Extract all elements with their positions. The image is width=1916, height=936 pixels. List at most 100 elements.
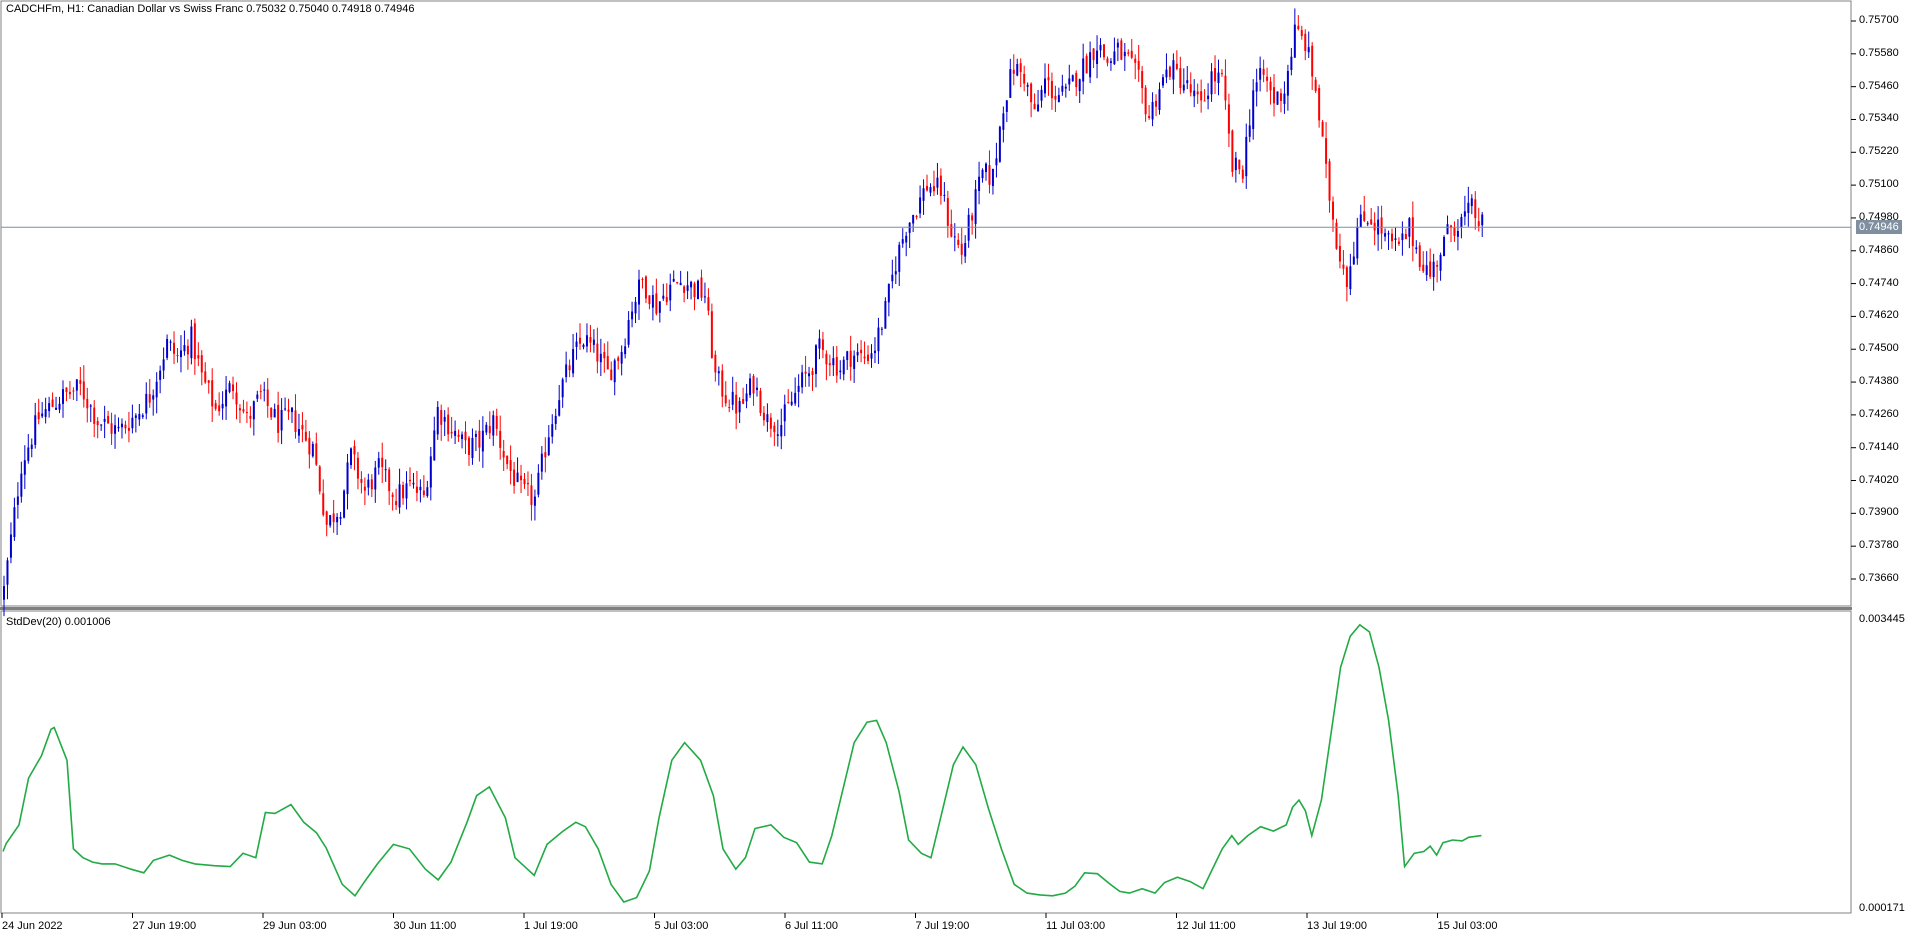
candle-bull [672,278,675,282]
stddev-series-line [2,623,1482,903]
candle-bear [259,391,262,393]
candle-bull [808,373,811,377]
candle-bull [1307,47,1310,53]
candle-bear [762,412,765,421]
candle-bull [870,353,873,359]
candle-bull [1207,95,1210,100]
candle-bear [1314,79,1317,91]
candle-bull [922,188,925,201]
candle-bear [863,356,866,359]
candle-bear [1477,221,1480,227]
candle-bull [585,335,588,347]
candle-bull [690,281,693,288]
candle-bear [1474,199,1477,219]
candle-bear [277,404,280,433]
candle-bull [679,282,682,286]
candle-bear [655,293,658,314]
candle-bear [926,185,929,191]
candle-bear [370,479,373,490]
candle-bear [526,482,529,485]
candle-bear [1214,68,1217,82]
candle-bull [887,283,890,303]
candle-bear [197,355,200,359]
candle-bull [1172,60,1175,80]
candle-bear [1092,48,1095,61]
candle-bull [454,430,457,436]
candle-bear [1200,91,1203,101]
price-tick-label: 0.75100 [1859,178,1899,191]
candle-bull [256,394,259,399]
candle-bear [1120,40,1123,60]
candle-bull [273,408,276,418]
candle-bear [315,443,318,465]
time-tick-label: 11 Jul 03:00 [1046,920,1106,932]
candle-bull [978,176,981,191]
candle-bull [1401,233,1404,241]
candle-bull [908,222,911,233]
candle-bull [985,163,988,173]
candle-bull [169,341,172,343]
candle-bear [391,494,394,498]
candle-bear [610,369,613,380]
candle-bear [932,186,935,192]
time-axis-ticks [1,913,1438,918]
candle-bear [502,450,505,458]
candle-bear [176,355,179,357]
candle-bull [3,586,5,600]
candle-bull [853,355,856,369]
candle-bear [1137,60,1140,70]
candle-bear [804,371,807,374]
candle-bull [738,401,741,413]
candle-bear [641,279,644,281]
time-tick-label: 27 Jun 19:00 [132,920,197,932]
candle-bear [266,389,269,406]
candle-bull [634,301,637,314]
candle-bull [20,473,23,497]
candle-bull [152,395,155,400]
time-tick-label: 15 Jul 03:00 [1437,920,1498,932]
price-axis-ticks [1851,20,1856,580]
candle-bull [1234,157,1237,171]
candle-bull [818,338,821,349]
candle-bear [249,415,252,419]
time-tick-label: 6 Jul 11:00 [785,920,839,932]
candle-bull [429,456,432,488]
candle-bear [1318,87,1321,121]
candle-bull [155,381,158,398]
candle-bull [974,189,977,224]
candle-bull [44,409,47,417]
candle-bull [405,483,408,499]
candle-bull [936,177,939,188]
candle-bull [1161,77,1164,86]
candle-bull [492,415,495,436]
candle-bear [1391,233,1393,242]
candle-bull [1259,68,1262,80]
candle-bear [1127,52,1130,54]
candle-bull [1356,226,1359,259]
candle-bull [339,517,342,519]
candle-bull [162,359,165,371]
candle-bear [363,486,366,491]
candle-bear [242,409,245,412]
candle-bull [183,345,186,352]
candle-bull [1432,261,1435,278]
candle-bull [474,434,477,437]
time-tick-label: 12 Jul 11:00 [1176,920,1236,932]
candle-bull [1210,71,1213,95]
candle-bear [693,283,696,298]
candle-bear [1300,30,1303,37]
candle-bear [322,493,325,515]
candle-bull [284,408,287,410]
candle-bear [1033,103,1036,110]
candle-bear [440,409,443,425]
candle-bull [138,413,141,420]
candle-bear [530,485,533,505]
candle-bear [332,513,335,523]
candle-bull [55,407,58,410]
candle-bear [1241,169,1244,179]
candle-bull [964,243,967,257]
candle-bear [728,407,731,409]
candle-bull [1005,100,1008,112]
candle-bull [658,301,661,313]
indicator-pane-frame [0,610,1852,914]
